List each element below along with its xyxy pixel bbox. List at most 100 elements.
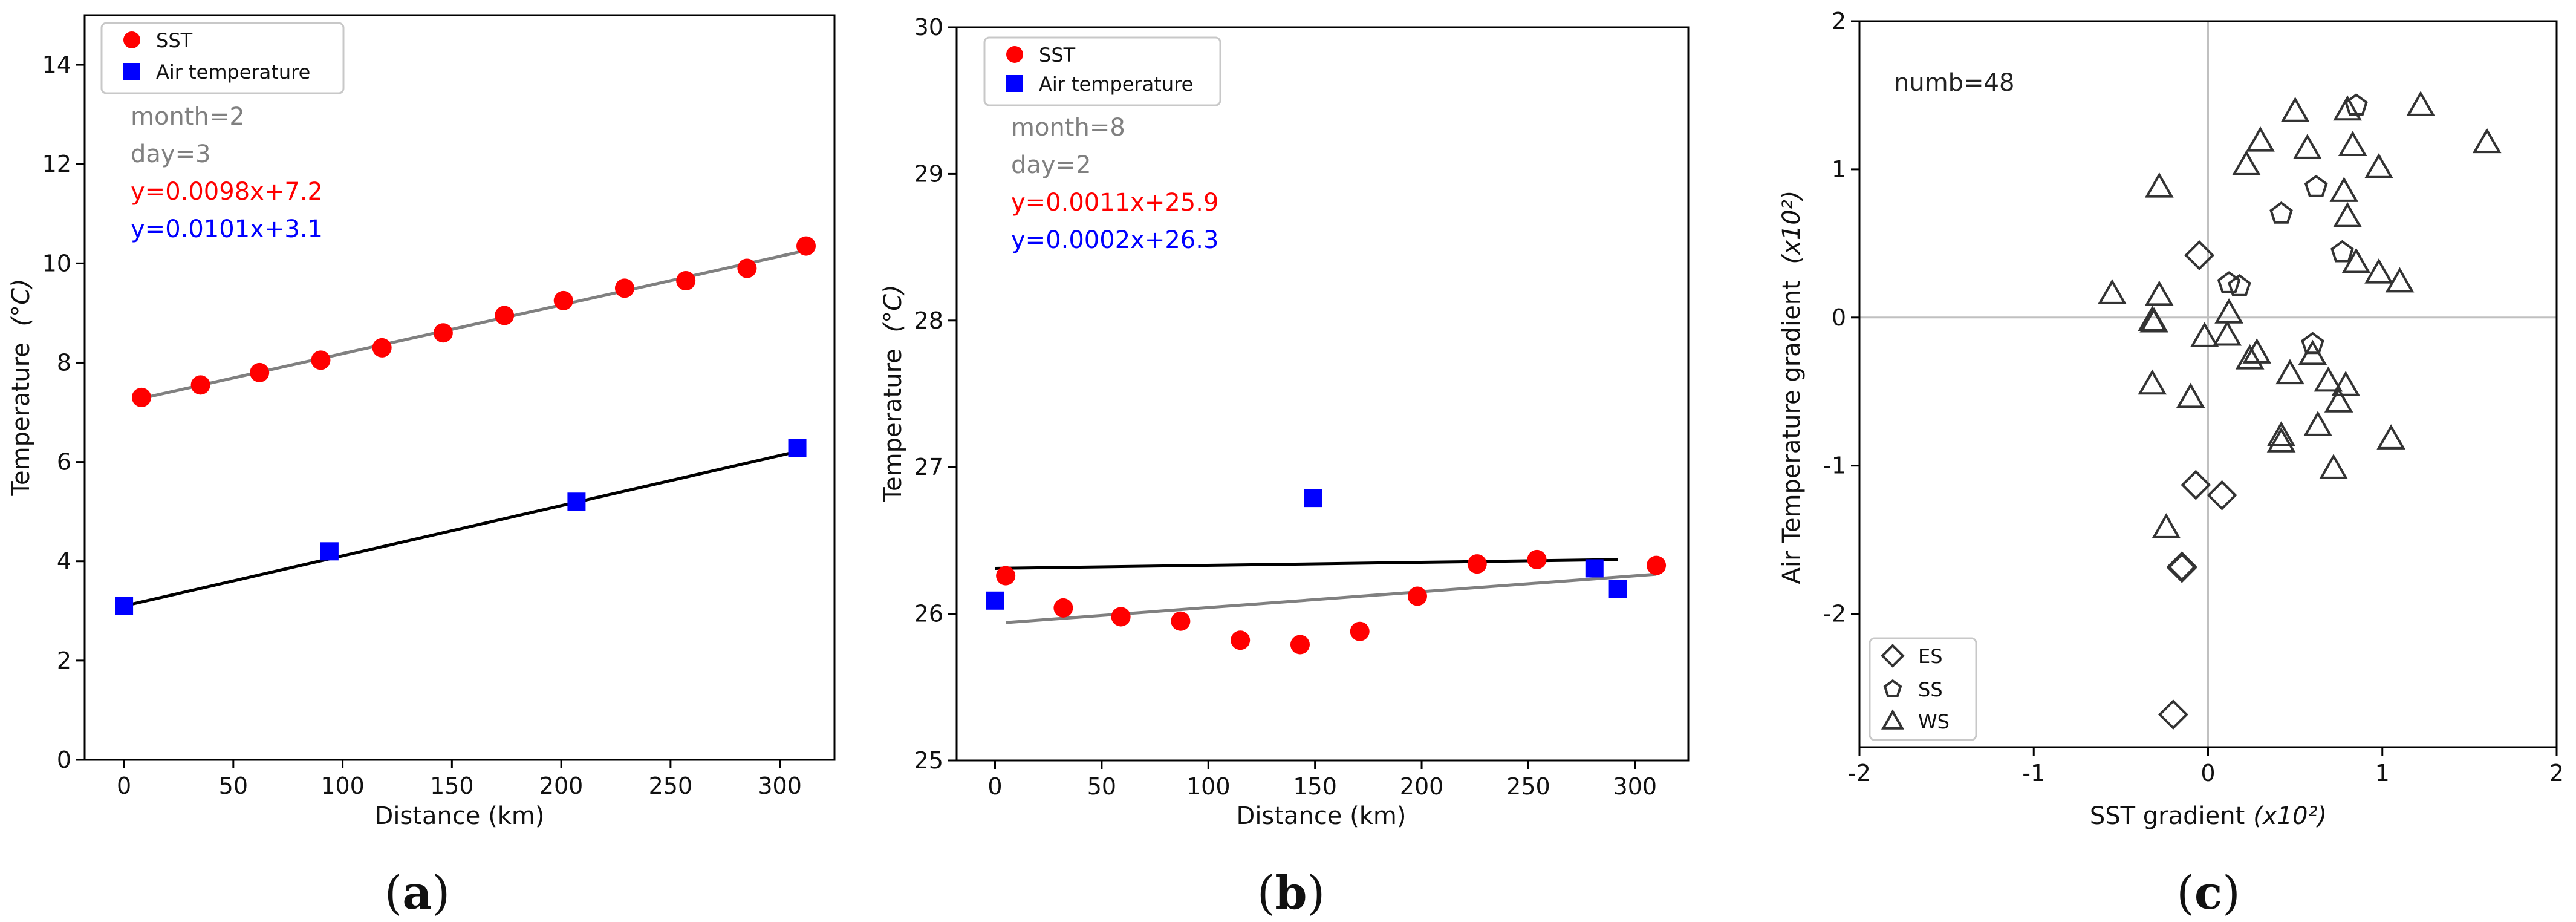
legend-label-air: Air temperature	[156, 60, 310, 83]
point-ss	[2217, 271, 2241, 293]
point-es	[2158, 699, 2188, 730]
y-axis-unit: (x10²)	[1778, 191, 1806, 264]
y-tick-label: 25	[914, 747, 943, 774]
y-tick-label: 12	[42, 151, 71, 177]
point-ws	[2280, 96, 2310, 122]
point-ws	[2242, 338, 2272, 364]
point-sst	[1290, 635, 1310, 655]
y-tick-label: 30	[914, 14, 943, 41]
x-tick-label: 0	[117, 773, 131, 799]
fit-line-sst	[141, 249, 807, 400]
annotation-sst-fit: y=0.0098x+7.2	[131, 178, 323, 206]
fit-line-air	[995, 558, 1618, 570]
point-ws	[2319, 454, 2348, 479]
x-tick-label: 100	[320, 773, 365, 799]
caption-b: (b)	[1257, 866, 1325, 920]
point-ws	[2376, 424, 2406, 450]
annotation-sst-fit: y=0.0011x+25.9	[1011, 189, 1218, 217]
legend: SST Air temperature	[100, 22, 345, 94]
point-air-temperature	[1585, 559, 1604, 578]
y-tick-label: 0	[1832, 304, 1846, 331]
point-air-temperature	[115, 597, 134, 615]
y-tick-label: 27	[914, 454, 943, 480]
point-ws	[2098, 279, 2127, 304]
point-sst	[1350, 621, 1370, 641]
svg-text:Temperature (°C): Temperature (°C)	[879, 284, 907, 502]
point-ws	[2213, 320, 2242, 346]
point-ws	[2338, 131, 2367, 157]
legend: SST Air temperature	[983, 36, 1221, 106]
panel-b: 0 50 100 150 200 250 300 25 26 27 28 29 30 Distance …	[879, 14, 1690, 920]
panel-a: 0 50 100 150 200 250 300 0 2 4 6 8 10 12 14 Distance (…	[7, 14, 836, 920]
x-tick-label: 50	[219, 773, 248, 799]
point-ws	[2341, 247, 2371, 273]
annotation-day: day=2	[1011, 151, 1091, 179]
point-ws	[2331, 371, 2361, 396]
point-ws	[2190, 322, 2219, 347]
point-ws	[2138, 369, 2167, 395]
x-tick-label: 300	[1613, 773, 1657, 800]
svg-text:Temperature (°C): Temperature (°C)	[7, 278, 35, 496]
annotation-day: day=3	[131, 140, 211, 168]
annotation-air-fit: y=0.0002x+26.3	[1011, 226, 1218, 254]
point-es	[2184, 240, 2215, 270]
x-axis-label: Distance (km)	[375, 802, 545, 830]
legend-label-sst: SST	[156, 29, 193, 52]
legend-label-air: Air temperature	[1039, 73, 1193, 96]
legend-label-sst: SST	[1039, 44, 1076, 67]
x-tick-label: 1	[2375, 760, 2390, 786]
point-ws	[2232, 150, 2261, 175]
point-sst	[495, 306, 515, 325]
x-axis-label: Distance (km)	[1237, 802, 1407, 830]
x-tick-label: 0	[2200, 760, 2215, 786]
point-air-temperature	[567, 492, 586, 511]
x-tick-label: 100	[1186, 773, 1231, 800]
point-sst	[1111, 607, 1131, 627]
y-tick-label: 2	[1832, 8, 1846, 34]
point-air-temperature	[986, 591, 1004, 610]
point-sst	[1231, 630, 1251, 650]
point-ws	[2364, 153, 2393, 178]
y-tick-label: -2	[1823, 601, 1846, 627]
annotation-month: month=8	[1011, 114, 1125, 142]
y-axis-unit: (°C)	[7, 278, 35, 326]
fit-line-air	[123, 450, 798, 608]
point-ws	[2266, 421, 2296, 447]
legend-marker-es	[1881, 644, 1905, 668]
point-ws	[2139, 307, 2168, 333]
point-ws	[2144, 280, 2174, 306]
point-air-temperature	[788, 439, 807, 457]
point-ws	[2364, 258, 2393, 284]
point-air-temperature	[1608, 580, 1627, 598]
legend-label-es: ES	[1918, 645, 1943, 668]
x-tick-label: 200	[1400, 773, 1444, 800]
y-axis-label: Temperature	[879, 348, 907, 502]
point-sst	[250, 362, 270, 382]
plot-frame	[955, 26, 1690, 762]
caption-a: (a)	[385, 866, 450, 920]
point-ss	[2304, 174, 2328, 197]
point-sst	[614, 278, 634, 298]
point-ws	[2176, 382, 2205, 408]
x-tick-label: 300	[758, 773, 802, 799]
point-es	[2207, 480, 2237, 511]
point-air-temperature	[1304, 489, 1322, 508]
y-tick-label: -1	[1823, 453, 1846, 479]
legend-marker-ss	[1883, 679, 1902, 697]
svg-text:Air Temperature gradient: Air Temperature gradient (x10²)	[1778, 191, 1806, 584]
point-sst	[1467, 554, 1487, 574]
legend-label-ws: WS	[1918, 710, 1950, 733]
point-sst	[553, 290, 573, 310]
y-tick-label: 1	[1832, 156, 1846, 183]
x-tick-label: 250	[649, 773, 693, 799]
point-sst	[1407, 586, 1427, 606]
x-tick-label: 200	[539, 773, 584, 799]
point-sst	[311, 350, 331, 370]
fit-line-sst	[1005, 572, 1657, 624]
point-ws	[2266, 427, 2296, 453]
y-tick-label: 4	[57, 548, 71, 575]
x-tick-label: 50	[1087, 773, 1116, 800]
y-axis-unit: (°C)	[879, 284, 907, 332]
point-es	[2167, 552, 2197, 583]
